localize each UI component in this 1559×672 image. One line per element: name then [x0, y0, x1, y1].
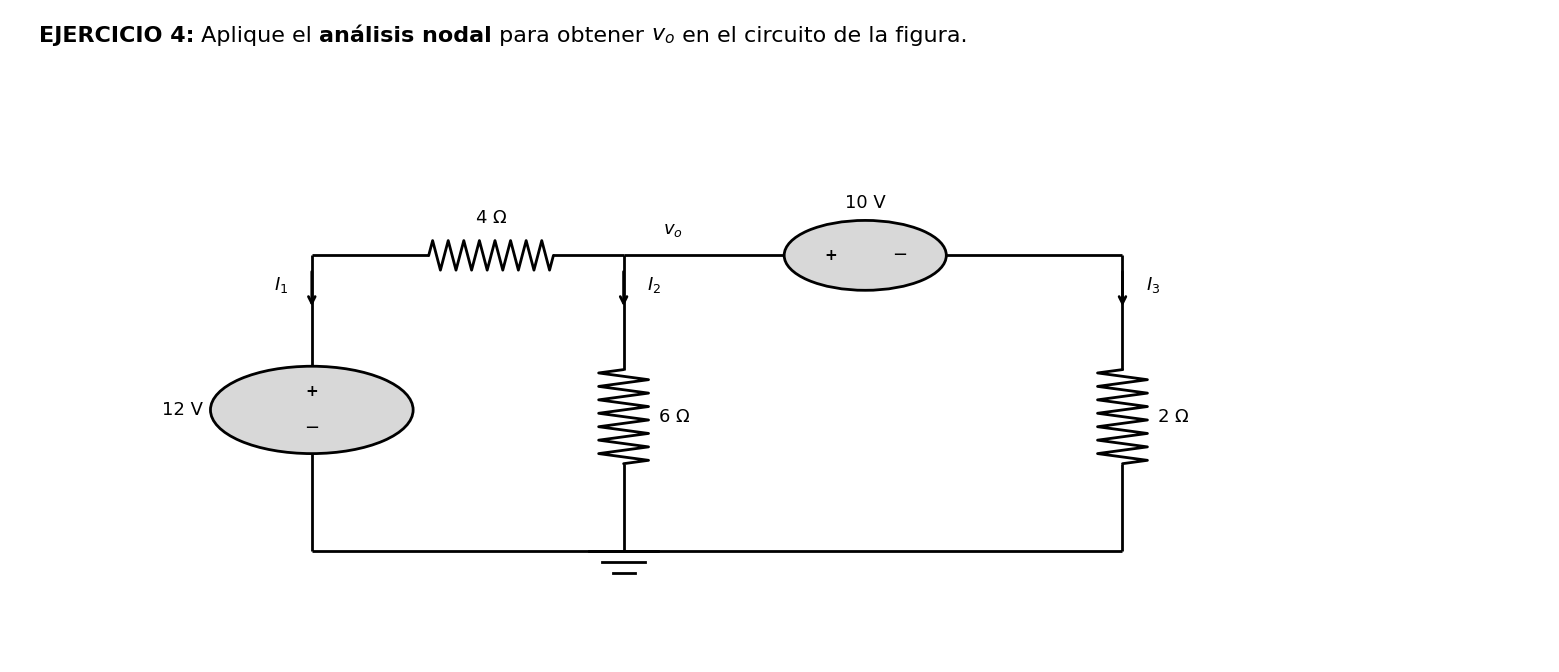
Circle shape: [784, 220, 946, 290]
Text: EJERCICIO 4:: EJERCICIO 4:: [39, 26, 195, 46]
Text: −: −: [304, 419, 320, 437]
Text: 10 V: 10 V: [845, 194, 886, 212]
Text: +: +: [825, 248, 837, 263]
Text: 2 $\Omega$: 2 $\Omega$: [1157, 408, 1190, 425]
Circle shape: [210, 366, 413, 454]
Text: Aplique el: Aplique el: [195, 26, 320, 46]
Text: en el circuito de la figura.: en el circuito de la figura.: [675, 26, 968, 46]
Text: $I_3$: $I_3$: [1146, 275, 1160, 295]
Text: $I_1$: $I_1$: [274, 275, 288, 295]
Text: 4 $\Omega$: 4 $\Omega$: [475, 209, 507, 227]
Text: $v_o$: $v_o$: [652, 26, 675, 46]
Text: 6 $\Omega$: 6 $\Omega$: [658, 408, 691, 425]
Text: $I_2$: $I_2$: [647, 275, 661, 295]
Text: para obtener: para obtener: [493, 26, 652, 46]
Text: −: −: [892, 247, 907, 264]
Text: +: +: [306, 384, 318, 399]
Text: 12 V: 12 V: [162, 401, 203, 419]
Text: análisis nodal: análisis nodal: [320, 26, 493, 46]
Text: $v_o$: $v_o$: [663, 220, 683, 239]
